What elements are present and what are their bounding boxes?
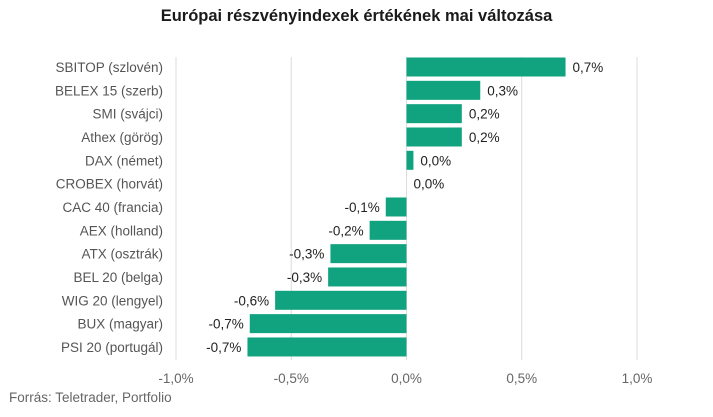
bar xyxy=(406,57,566,77)
data-label: 0,3% xyxy=(487,83,518,98)
x-tick-label: 0,5% xyxy=(506,371,537,386)
data-label: -0,3% xyxy=(289,247,324,262)
data-label: 0,2% xyxy=(469,107,500,122)
data-label: 0,7% xyxy=(573,60,604,75)
bar xyxy=(406,80,481,100)
category-label: BELEX 15 (szerb) xyxy=(55,83,163,98)
data-label: -0,7% xyxy=(208,317,243,332)
bar xyxy=(275,290,407,310)
category-label: CAC 40 (francia) xyxy=(62,200,163,215)
category-label: Athex (görög) xyxy=(81,130,163,145)
data-label: -0,7% xyxy=(206,340,241,355)
chart-title: Európai részvényindexek értékének mai vá… xyxy=(160,7,553,25)
data-label: 0,0% xyxy=(420,153,451,168)
bar xyxy=(330,244,407,264)
bar xyxy=(247,337,407,357)
data-label: 0,2% xyxy=(469,130,500,145)
bar xyxy=(385,197,407,217)
category-label: WIG 20 (lengyel) xyxy=(62,293,163,308)
data-label: -0,2% xyxy=(328,223,363,238)
bar xyxy=(369,220,407,240)
chart-source: Forrás: Teletrader, Portfolio xyxy=(9,390,172,405)
x-tick-label: 0,0% xyxy=(391,371,422,386)
x-tick-label: 1,0% xyxy=(622,371,653,386)
bar xyxy=(328,267,407,287)
category-label: SMI (svájci) xyxy=(93,107,164,122)
data-label: 0,0% xyxy=(414,177,445,192)
category-label: SBITOP (szlovén) xyxy=(55,60,163,75)
category-label: ATX (osztrák) xyxy=(81,247,163,262)
bar xyxy=(249,314,407,334)
bar xyxy=(406,150,414,170)
data-label: -0,1% xyxy=(344,200,379,215)
data-label: -0,3% xyxy=(287,270,322,285)
bar xyxy=(406,127,462,147)
category-label: AEX (holland) xyxy=(80,223,163,238)
category-label: CROBEX (horvát) xyxy=(56,177,163,192)
data-label: -0,6% xyxy=(234,293,269,308)
bar xyxy=(406,104,462,124)
category-label: PSI 20 (portugál) xyxy=(61,340,163,355)
category-label: BEL 20 (belga) xyxy=(73,270,163,285)
x-tick-label: -1,0% xyxy=(158,371,193,386)
category-label: BUX (magyar) xyxy=(77,317,163,332)
x-tick-label: -0,5% xyxy=(274,371,309,386)
category-label: DAX (német) xyxy=(85,153,163,168)
